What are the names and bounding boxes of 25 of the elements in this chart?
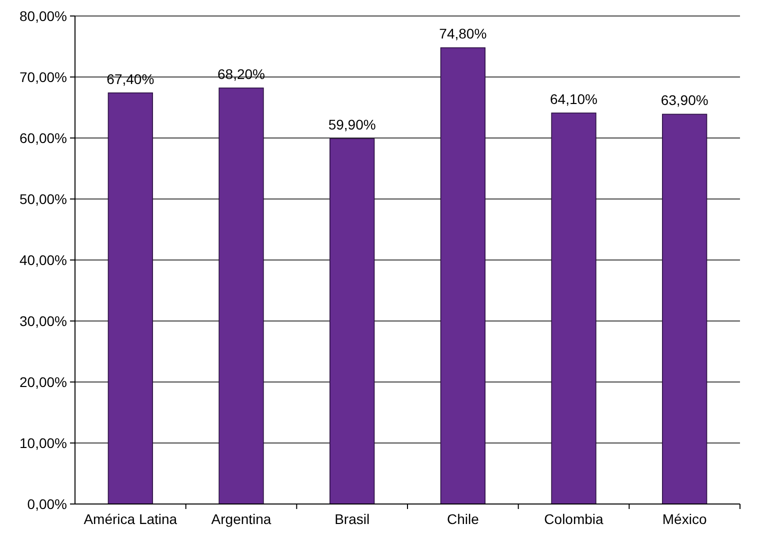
y-tick-label: 30,00%	[20, 312, 67, 329]
bar	[108, 92, 153, 504]
bar	[218, 88, 264, 504]
x-tick-label: Brasil	[334, 511, 370, 527]
y-tick-label: 20,00%	[20, 374, 67, 390]
data-label: 59,90%	[328, 116, 376, 133]
data-label: 63,90%	[660, 92, 708, 108]
bar	[662, 114, 708, 504]
y-tick-label: 80,00%	[20, 8, 67, 24]
y-tick-label: 70,00%	[20, 68, 67, 85]
bar	[440, 47, 486, 504]
y-tick-label: 10,00%	[20, 434, 67, 451]
data-label: 64,10%	[550, 90, 598, 107]
y-tick-label: 0,00%	[27, 496, 67, 512]
bar	[551, 112, 596, 504]
x-tick-label: Chile	[446, 511, 480, 527]
y-tick-label: 60,00%	[20, 130, 67, 146]
bar	[330, 138, 375, 504]
y-tick-label: 50,00%	[20, 190, 67, 207]
x-tick-label: América Latina	[84, 511, 178, 527]
y-tick-label: 40,00%	[20, 252, 67, 268]
data-label: 74,80%	[439, 26, 487, 42]
x-tick-label: México	[662, 511, 707, 527]
x-tick-label: Argentina	[211, 511, 272, 527]
x-tick-label: Colombia	[544, 511, 604, 527]
